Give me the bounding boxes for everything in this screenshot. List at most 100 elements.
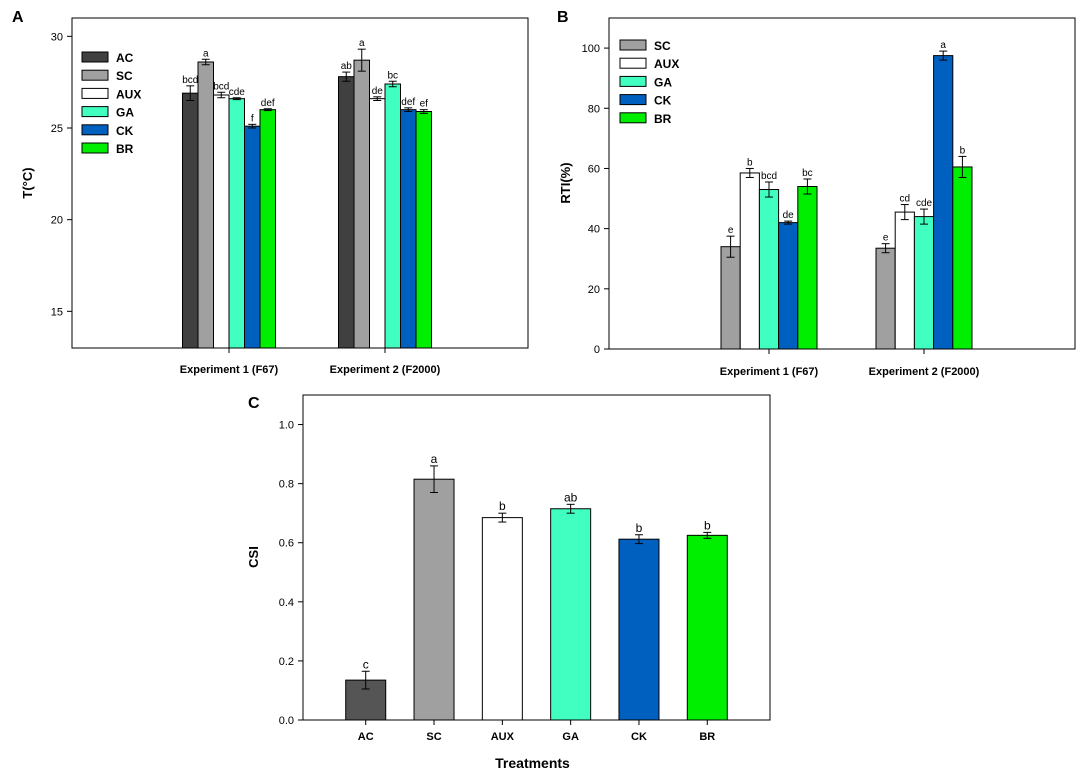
bar-ck: [400, 109, 417, 349]
significance-label: a: [431, 452, 438, 466]
bar-aux: [369, 98, 386, 349]
bar-ga: [758, 189, 780, 350]
bar-ga: [913, 216, 935, 350]
significance-label: bc: [802, 168, 813, 179]
panel-letter: B: [557, 9, 569, 26]
y-axis-label: T(°C): [20, 167, 35, 198]
significance-label: b: [499, 499, 506, 513]
legend-swatch-sc: [619, 39, 647, 51]
panel-c: C 0.0 0.2 0.4 0.6 0.8 1.0 CSI c AC a SC b AUX ab GA b CK b…: [246, 394, 771, 771]
bar-ac: [338, 76, 355, 349]
legend-swatch-ga: [81, 106, 109, 118]
legend-label-ga: GA: [116, 106, 134, 120]
significance-label: def: [401, 97, 415, 108]
plot-frame: [608, 17, 1076, 350]
significance-label: de: [372, 86, 384, 97]
legend-swatch-ac: [81, 51, 109, 63]
x-category-label: AUX: [491, 731, 515, 743]
y-tick-label: 15: [51, 306, 63, 318]
legend-label-ga: GA: [654, 75, 672, 89]
significance-label: cde: [229, 87, 246, 98]
y-tick-label: 0.8: [279, 479, 294, 491]
legend-label-sc: SC: [654, 39, 671, 53]
significance-label: def: [261, 98, 275, 109]
y-axis-label: CSI: [246, 546, 261, 568]
bar-ga: [550, 508, 592, 721]
legend-label-br: BR: [116, 142, 134, 156]
y-tick-label: 25: [51, 123, 63, 135]
bar-aux: [739, 172, 760, 350]
x-category-label: Experiment 2 (F2000): [869, 366, 980, 378]
legend-swatch-ck: [619, 94, 647, 106]
legend-label-aux: AUX: [654, 57, 679, 71]
panel-letter: A: [12, 9, 24, 26]
bar-aux: [213, 94, 230, 349]
legend-swatch-aux: [81, 87, 109, 99]
significance-label: a: [940, 40, 946, 51]
bar-sc: [720, 246, 741, 350]
bar-br: [259, 109, 276, 349]
legend-label-ac: AC: [116, 51, 134, 65]
significance-label: ab: [564, 490, 578, 504]
significance-label: e: [728, 225, 734, 236]
significance-label: b: [960, 145, 966, 156]
legend-label-br: BR: [654, 112, 672, 126]
y-tick-label: 0.0: [279, 715, 294, 727]
bar-ac: [182, 92, 199, 349]
significance-label: a: [359, 38, 365, 49]
bar-sc: [197, 61, 214, 349]
y-tick-label: 30: [51, 31, 63, 43]
significance-label: b: [704, 518, 711, 532]
bar-br: [952, 166, 973, 350]
bar-sc: [875, 247, 896, 350]
y-tick-label: 1.0: [279, 420, 294, 432]
significance-label: ab: [341, 61, 353, 72]
significance-label: c: [363, 657, 369, 671]
y-tick-label: 0.2: [279, 656, 294, 668]
bar-ck: [778, 222, 799, 350]
bar-ga: [228, 98, 245, 349]
x-category-label: BR: [699, 731, 715, 743]
y-tick-label: 20: [588, 284, 600, 296]
panel-letter: C: [248, 395, 260, 412]
y-tick-label: 0.6: [279, 538, 294, 550]
y-tick-label: 20: [51, 215, 63, 227]
significance-label: bcd: [182, 75, 198, 86]
y-tick-label: 0.4: [279, 597, 294, 609]
significance-label: cd: [900, 194, 911, 205]
significance-label: e: [883, 233, 889, 244]
legend-label-sc: SC: [116, 69, 133, 83]
bar-br: [686, 534, 728, 721]
legend-label-ck: CK: [654, 94, 672, 108]
y-tick-label: 0: [594, 344, 600, 356]
significance-label: b: [747, 157, 753, 168]
y-axis-label: RTI(%): [558, 162, 573, 203]
significance-label: bcd: [761, 171, 777, 182]
significance-label: de: [783, 210, 795, 221]
x-axis-label: Treatments: [495, 755, 570, 771]
y-tick-label: 40: [588, 224, 600, 236]
significance-label: ef: [420, 99, 429, 110]
bar-aux: [481, 517, 523, 721]
y-tick-label: 60: [588, 163, 600, 175]
bar-br: [797, 186, 818, 350]
plot-frame: [71, 17, 529, 349]
y-tick-label: 80: [588, 103, 600, 115]
significance-label: f: [251, 113, 254, 124]
significance-label: b: [636, 521, 643, 535]
x-category-label: Experiment 2 (F2000): [330, 364, 441, 376]
bar-aux: [894, 211, 915, 350]
significance-label: bcd: [213, 81, 229, 92]
x-category-label: CK: [631, 731, 647, 743]
legend-swatch-br: [619, 112, 647, 124]
legend-swatch-aux: [619, 57, 647, 69]
bar-sc: [353, 59, 370, 349]
bar-ga: [384, 83, 401, 349]
x-category-label: Experiment 1 (F67): [180, 364, 279, 376]
x-category-label: AC: [358, 731, 374, 743]
x-category-label: GA: [562, 731, 579, 743]
legend-swatch-ck: [81, 124, 109, 136]
